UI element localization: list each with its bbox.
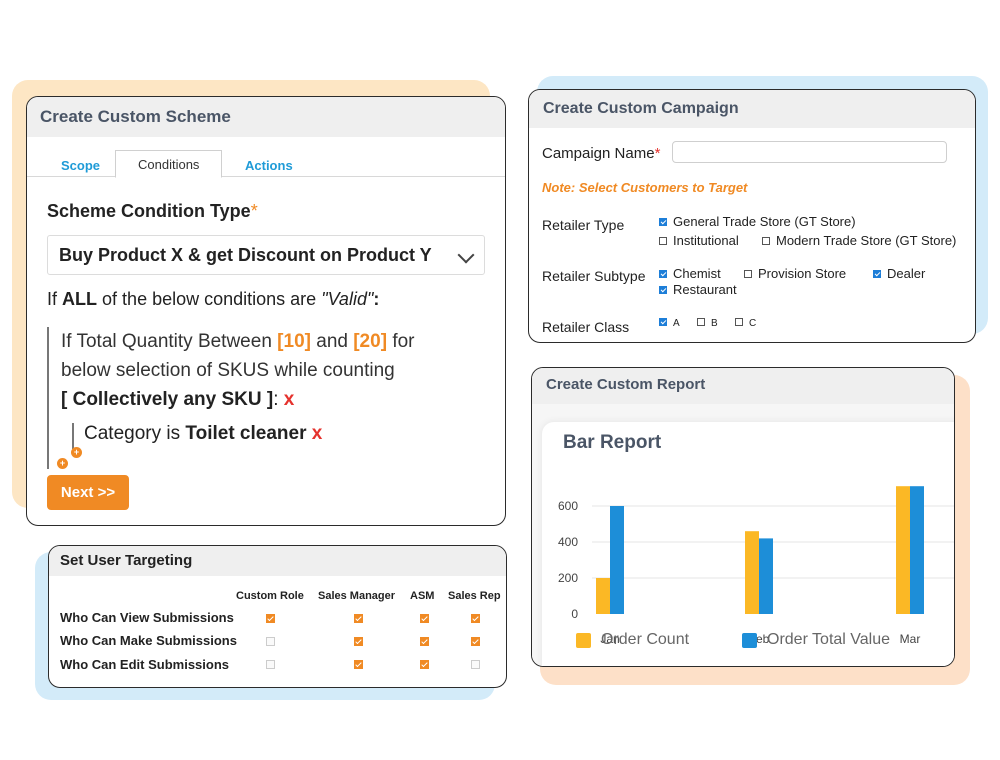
- option-class-c[interactable]: C: [735, 318, 756, 329]
- retailer-type-label: Retailer Type: [542, 217, 625, 233]
- checkbox-checked[interactable]: [873, 269, 881, 278]
- legend-swatch-order-count: [576, 633, 591, 648]
- x-tick-label: Jan: [600, 632, 619, 646]
- custom-campaign-panel: Create Custom Campaign Campaign Name* No…: [528, 89, 976, 343]
- retailer-class-label: Retailer Class: [542, 319, 630, 335]
- bar-order-total-value-mar: [910, 486, 924, 614]
- panel-title: Create Custom Campaign: [529, 90, 975, 128]
- bar-order-count-mar: [896, 486, 910, 614]
- condition-type-label: Scheme Condition Type*: [47, 201, 258, 221]
- tab-scope[interactable]: Scope: [61, 158, 101, 173]
- campaign-name-label: Campaign Name*: [542, 145, 661, 162]
- required-mark: *: [250, 201, 258, 221]
- add-condition-icon[interactable]: +: [57, 458, 68, 469]
- checkbox-checked[interactable]: [659, 285, 667, 294]
- y-tick-label: 600: [558, 499, 578, 513]
- option-institutional[interactable]: Institutional: [659, 233, 739, 248]
- y-tick-label: 0: [571, 607, 578, 621]
- column-header: ASM: [410, 590, 435, 602]
- y-tick-label: 400: [558, 535, 578, 549]
- remove-rule-icon[interactable]: x: [283, 389, 295, 410]
- permission-checkbox-checked[interactable]: [420, 660, 429, 669]
- chevron-down-icon: [457, 246, 475, 264]
- conditions-summary: If ALL of the below conditions are "Vali…: [47, 289, 380, 309]
- permission-checkbox-checked[interactable]: [354, 660, 363, 669]
- column-header: Sales Rep: [448, 590, 501, 602]
- permission-checkbox-unchecked[interactable]: [471, 660, 480, 669]
- min-quantity[interactable]: [10]: [277, 331, 311, 352]
- bar-report-chart: Bar Report 0 200 400 600 Jan Feb Mar Order Cou…: [542, 422, 954, 666]
- panel-title: Create Custom Report: [532, 368, 954, 404]
- option-chemist[interactable]: Chemist: [659, 266, 721, 281]
- legend-swatch-order-total-value: [742, 633, 757, 648]
- retailer-subtype-label: Retailer Subtype: [542, 268, 646, 284]
- option-provision-store[interactable]: Provision Store: [744, 266, 846, 281]
- bar-order-total-value-jan: [610, 506, 624, 614]
- checkbox-checked[interactable]: [659, 318, 667, 327]
- category-rule: Category is Toilet cleaner x: [72, 423, 322, 449]
- quantity-rule: If Total Quantity Between [10] and [20] …: [47, 327, 477, 469]
- permission-checkbox-checked[interactable]: [420, 614, 429, 623]
- permission-checkbox-checked[interactable]: [420, 637, 429, 646]
- bar-order-total-value-feb: [759, 538, 773, 614]
- permission-checkbox-checked[interactable]: [471, 637, 480, 646]
- checkbox-unchecked[interactable]: [762, 236, 770, 245]
- option-class-a[interactable]: A: [659, 318, 680, 329]
- column-header: Custom Role: [236, 590, 304, 602]
- condition-type-value: Buy Product X & get Discount on Product …: [59, 245, 432, 265]
- option-gt-store[interactable]: General Trade Store (GT Store): [659, 214, 856, 229]
- remove-category-icon[interactable]: x: [311, 423, 323, 444]
- max-quantity[interactable]: [20]: [353, 331, 388, 352]
- custom-scheme-panel: Create Custom Scheme Scope Conditions Ac…: [26, 96, 506, 526]
- tab-conditions[interactable]: Conditions: [115, 150, 223, 178]
- permission-checkbox-checked[interactable]: [266, 614, 275, 623]
- row-label: Who Can Edit Submissions: [60, 657, 230, 672]
- option-class-b[interactable]: B: [697, 318, 718, 329]
- legend-order-total-value: Order Total Value: [767, 631, 891, 648]
- custom-report-panel: Create Custom Report Bar Report 0 200 400 6…: [531, 367, 955, 667]
- row-label: Who Can Make Submissions: [60, 633, 237, 648]
- row-label: Who Can View Submissions: [60, 610, 234, 625]
- chart-title: Bar Report: [563, 432, 662, 453]
- y-tick-label: 200: [558, 571, 578, 585]
- panel-title: Set User Targeting: [49, 546, 506, 576]
- checkbox-unchecked[interactable]: [659, 236, 667, 245]
- permission-checkbox-unchecked[interactable]: [266, 637, 275, 646]
- option-modern-trade[interactable]: Modern Trade Store (GT Store): [762, 233, 956, 248]
- column-header: Sales Manager: [318, 590, 396, 602]
- checkbox-unchecked[interactable]: [744, 269, 752, 278]
- add-sub-condition-icon[interactable]: +: [71, 447, 82, 458]
- checkbox-unchecked[interactable]: [697, 318, 705, 327]
- permission-checkbox-unchecked[interactable]: [266, 660, 275, 669]
- legend-order-count: Order Count: [601, 631, 690, 648]
- condition-type-select[interactable]: Buy Product X & get Discount on Product …: [47, 235, 485, 275]
- campaign-name-input[interactable]: [672, 141, 947, 163]
- checkbox-checked[interactable]: [659, 269, 667, 278]
- x-tick-label: Mar: [900, 632, 921, 646]
- permission-checkbox-checked[interactable]: [354, 637, 363, 646]
- panel-title: Create Custom Scheme: [27, 97, 505, 137]
- scheme-tabs: Scope Conditions Actions: [27, 137, 505, 178]
- user-targeting-panel: Set User Targeting Custom Role Sales Man…: [48, 545, 507, 688]
- option-dealer[interactable]: Dealer: [873, 266, 925, 281]
- permission-checkbox-checked[interactable]: [354, 614, 363, 623]
- permission-checkbox-checked[interactable]: [471, 614, 480, 623]
- bar-order-count-jan: [596, 578, 610, 614]
- next-button[interactable]: Next >>: [47, 475, 129, 510]
- target-note: Note: Select Customers to Target: [542, 180, 748, 195]
- option-restaurant[interactable]: Restaurant: [659, 282, 737, 297]
- checkbox-unchecked[interactable]: [735, 318, 743, 327]
- category-value[interactable]: Toilet cleaner: [185, 423, 307, 444]
- tab-actions[interactable]: Actions: [245, 158, 293, 173]
- bar-order-count-feb: [745, 531, 759, 614]
- checkbox-checked[interactable]: [659, 217, 667, 226]
- counting-mode[interactable]: [ Collectively any SKU ]: [61, 389, 274, 410]
